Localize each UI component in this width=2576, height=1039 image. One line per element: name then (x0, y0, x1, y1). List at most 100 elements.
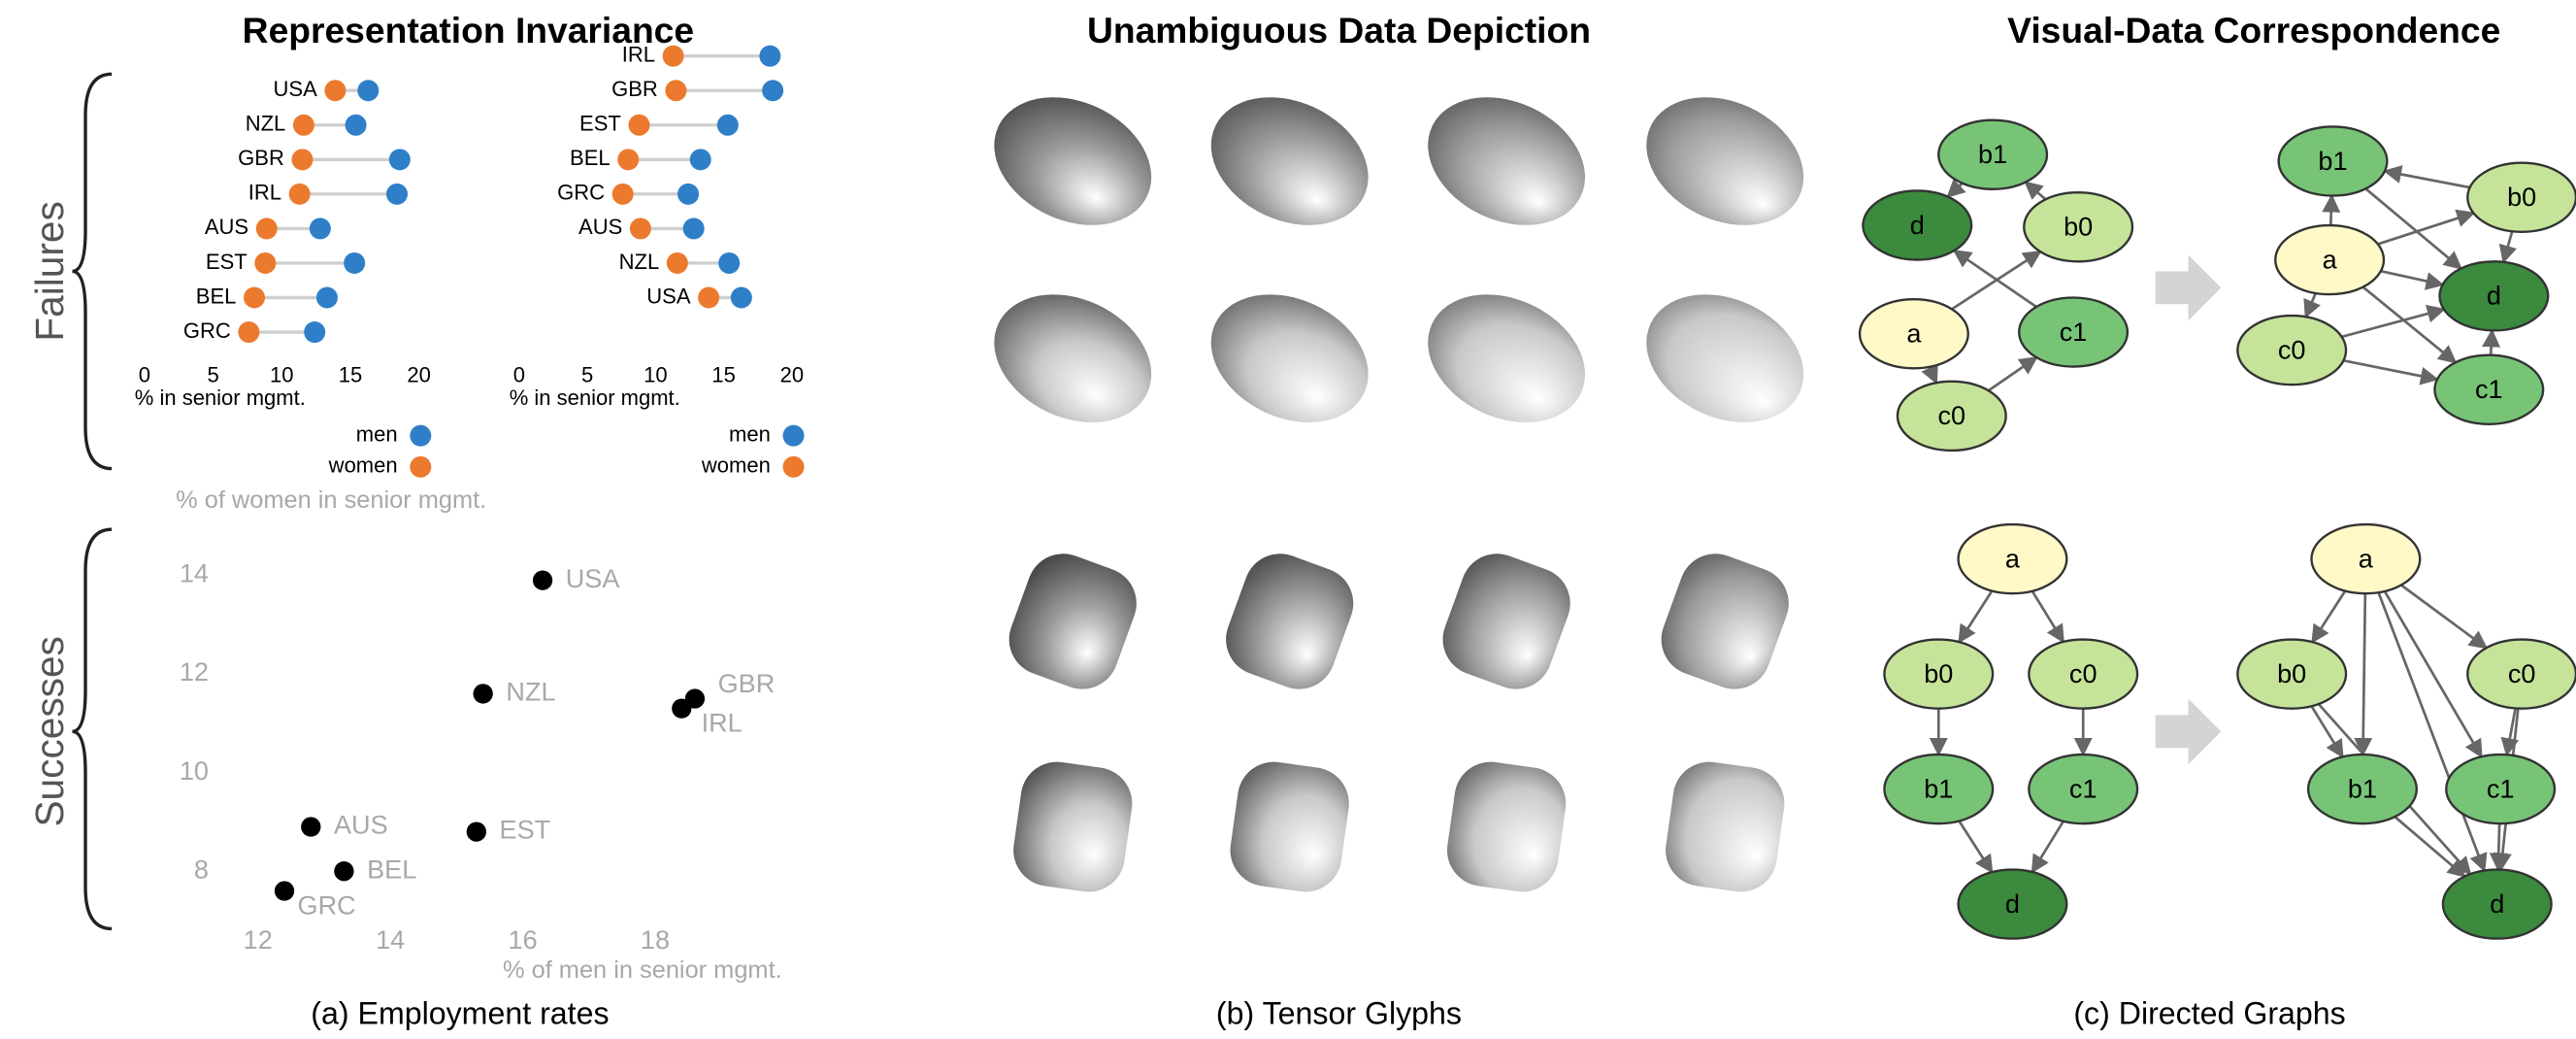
node-label: b1 (2348, 773, 2377, 803)
edge (2024, 181, 2047, 201)
x-tick-label: 18 (641, 924, 670, 955)
edge (2400, 584, 2489, 650)
node-label: c1 (2060, 317, 2088, 347)
edge (2343, 358, 2439, 385)
dot (718, 251, 741, 274)
dot (611, 183, 634, 205)
caption: (c) Directed Graphs (2073, 996, 2345, 1031)
glyph (1008, 553, 1137, 689)
category-label: USA (274, 77, 318, 101)
point (473, 684, 493, 704)
category-label: USA (646, 284, 691, 308)
node (2438, 260, 2550, 332)
glyph (1428, 97, 1586, 225)
category-label: BEL (570, 146, 611, 170)
x-tick-label: 10 (644, 363, 667, 387)
edge (1987, 356, 2038, 392)
point (334, 861, 354, 882)
node (1957, 868, 2068, 940)
x-tick-label: 10 (270, 363, 293, 387)
arrow (2155, 698, 2222, 765)
node-label: c0 (2069, 658, 2097, 688)
edge (1958, 589, 1994, 644)
edge (2311, 589, 2347, 644)
dot (629, 218, 651, 240)
dot (698, 286, 720, 309)
panel-title: Representation Invariance (243, 10, 694, 50)
x-tick-label: 15 (339, 363, 362, 387)
arrow (2155, 254, 2222, 321)
glyph (1013, 761, 1133, 892)
node (2274, 223, 2386, 296)
glyph (1226, 553, 1354, 689)
category-label: EST (206, 250, 248, 274)
edge (2354, 593, 2373, 756)
x-tick-label: 20 (780, 363, 804, 387)
node (1862, 189, 1973, 261)
category-label: AUS (578, 215, 622, 239)
node-label: c0 (2278, 335, 2306, 365)
glyph (1210, 294, 1369, 422)
edge (2377, 591, 2488, 873)
dot (385, 183, 409, 205)
edge (2310, 705, 2344, 759)
edge (2482, 328, 2501, 355)
dot (244, 286, 266, 309)
caption: (b) Tensor Glyphs (1216, 996, 1462, 1031)
node-label: a (1906, 318, 1922, 349)
node-label: a (2005, 543, 2021, 573)
dot (628, 114, 650, 136)
dot (666, 251, 688, 274)
category-label: IRL (622, 42, 655, 66)
brace (72, 527, 113, 931)
panel-title: Visual-Data Correspondence (2007, 10, 2500, 50)
dot (759, 45, 781, 67)
dot (254, 251, 277, 274)
edge (2500, 708, 2520, 757)
glyph (994, 97, 1152, 225)
edge (2361, 285, 2458, 364)
node (2466, 638, 2576, 710)
point-label: EST (500, 815, 551, 845)
point-label: IRL (702, 708, 743, 738)
y-tick-label: 10 (180, 755, 209, 786)
node-label: d (2005, 888, 2020, 919)
edge (1921, 363, 1938, 385)
legend-swatch (782, 455, 805, 478)
glyph (1446, 761, 1567, 892)
point (301, 817, 321, 837)
glyph (1442, 553, 1570, 689)
category-label: GRC (557, 181, 605, 205)
x-tick-label: 12 (244, 924, 273, 955)
node-label: b0 (2507, 182, 2536, 212)
node-label: c0 (2508, 658, 2536, 688)
y-axis-label: % of women in senior mgmt. (176, 486, 486, 514)
node (1883, 638, 1995, 710)
edge (1946, 179, 1966, 198)
dot (291, 149, 314, 171)
node-label: c1 (2475, 374, 2503, 404)
x-axis-label: % in senior mgmt. (135, 385, 306, 410)
edge (2303, 292, 2321, 319)
dot (689, 149, 711, 171)
node (2236, 638, 2348, 710)
point-label: AUS (334, 810, 388, 840)
category-label: IRL (248, 181, 281, 205)
category-label: AUS (205, 215, 248, 239)
node (2023, 190, 2134, 263)
node-label: a (2323, 244, 2338, 274)
glyph (1210, 97, 1369, 225)
node-label: b1 (2318, 146, 2347, 176)
edge (2380, 269, 2445, 290)
node-label: b0 (1924, 658, 1953, 688)
dot (730, 286, 752, 309)
dot (344, 251, 366, 274)
edge (2489, 823, 2508, 872)
node (2310, 522, 2422, 595)
dot (617, 149, 640, 171)
dot (315, 286, 338, 309)
x-tick-label: 0 (513, 363, 525, 387)
dot (238, 321, 260, 344)
dot (288, 183, 311, 205)
glyph (1666, 761, 1785, 892)
